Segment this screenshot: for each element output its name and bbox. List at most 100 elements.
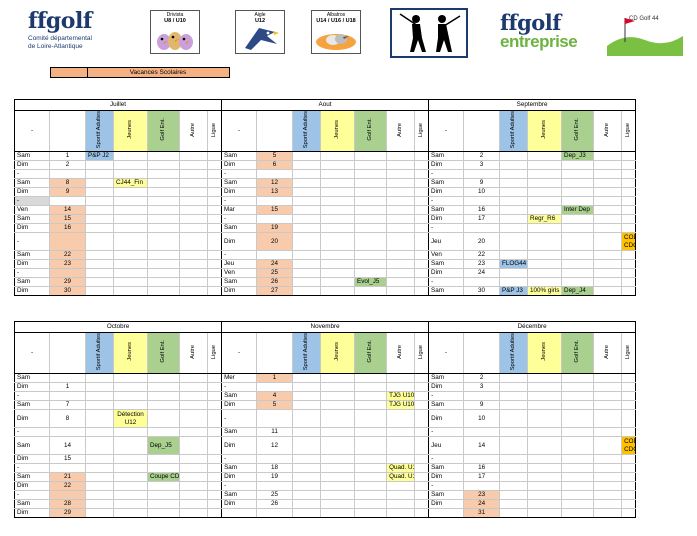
col-header-jeunes-label: Jeunes [334,342,341,362]
event-autre [593,268,622,279]
day-name: - [221,481,257,492]
event-sportif [499,490,528,501]
event-ligue [413,205,429,216]
calendar-row: - Sam 4 TJG U10 - [14,391,637,402]
day-number: 10 [463,187,500,198]
day-number: 14 [49,205,86,216]
event-ligue [621,499,637,510]
event-jeunes: Détection U12 [113,409,148,429]
event-autre [593,187,622,198]
col-header-dash: - [221,332,257,375]
event-golf-ent [147,499,180,510]
event-sportif [292,463,321,474]
day-name: Sam [428,400,464,411]
event-ligue [206,508,222,519]
event-autre [593,391,622,402]
event-golf-ent [561,382,594,393]
event-autre [179,508,208,519]
month-title: Octobre [13,321,222,333]
event-golf-ent [354,508,387,519]
event-jeunes [320,277,355,288]
col-header-autre-label: Autre [604,344,611,359]
calendar-july-september: Juillet Aout Septembre - Sportif Adultes Jeun… [14,99,697,297]
col-header-sportif-label: Sportif Adultes [510,111,517,149]
event-golf-ent [354,205,387,216]
event-sportif [85,508,114,519]
event-golf-ent [561,187,594,198]
col-header-autre-label: Autre [397,344,404,359]
event-ligue [207,250,222,261]
col-header-sportif: Sportif Adultes [85,110,114,153]
event-autre [593,472,622,483]
day-number: 20 [463,232,500,252]
event-autre [593,382,622,393]
event-golf-ent: Inter Dep [561,205,594,216]
event-jeunes [527,250,562,261]
ffgolf-sub2: de Loire-Atlantique [28,43,83,50]
event-ligue [621,151,637,162]
day-number [463,196,500,207]
event-ligue: CODIR CDG44 [621,232,637,252]
event-sportif [292,508,321,519]
event-autre [179,400,208,411]
event-golf-ent [354,481,387,492]
col-header-golf-ent: Golf Ent. [354,110,387,153]
day-number [49,268,86,279]
event-golf-ent [147,178,180,189]
calendar-table: Juillet Aout Septembre - Sportif Adultes Jeun… [14,99,637,297]
event-jeunes [320,409,355,429]
event-jeunes [527,205,562,216]
event-golf-ent [354,160,387,171]
day-name: Sam [14,277,50,288]
day-name: Sam [14,472,50,483]
calendar-row: Dim 8 Détection U12- Dim 10 [14,409,637,429]
event-sportif [292,268,321,279]
day-name: Sam [221,427,257,438]
day-number: 30 [49,286,86,297]
event-ligue [413,187,429,198]
day-name: Dim [14,382,50,393]
event-jeunes [113,472,148,483]
event-autre: Quad. U10 [386,472,415,483]
day-name: - [221,454,257,465]
event-jeunes [113,196,148,207]
event-ligue [206,400,222,411]
event-sportif [292,286,321,297]
day-number [463,427,500,438]
col-header-autre: Autre [593,110,622,153]
event-ligue [206,373,222,384]
event-ligue [413,223,429,234]
event-jeunes [320,472,355,483]
event-jeunes [527,277,562,288]
event-ligue [206,472,222,483]
event-sportif [292,454,321,465]
event-golf-ent [561,268,594,279]
event-golf-ent [147,169,180,180]
calendar-row: Dim 2 Dim 6 Dim 3 [14,160,637,171]
event-jeunes [320,160,355,171]
col-header-ligue: Ligue [414,332,429,375]
event-autre [386,160,415,171]
event-sportif [499,409,528,429]
event-autre [386,223,415,234]
event-jeunes [113,277,148,288]
event-jeunes [320,178,355,189]
event-autre [386,277,415,288]
calendar-row: Dim 30 Dim 27 Sam 30 P&P J3 100% girls Dep_J4 [14,286,637,297]
event-golf-ent [147,286,180,297]
event-autre [593,499,622,510]
calendar-october-december: Octobre Novembre Décembre - Sportif Adultes J… [13,321,697,519]
col-header-autre-label: Autre [604,122,611,137]
col-header-ligue: Ligue [206,332,222,375]
event-golf-ent [147,232,180,252]
event-autre [386,409,415,429]
day-number [49,391,86,402]
event-golf-ent [354,382,387,393]
event-sportif [85,214,114,225]
event-sportif [292,499,321,510]
event-sportif [292,151,321,162]
day-name: - [428,223,464,234]
day-number: 28 [49,499,86,510]
day-number: 1 [49,382,86,393]
event-sportif [85,463,114,474]
